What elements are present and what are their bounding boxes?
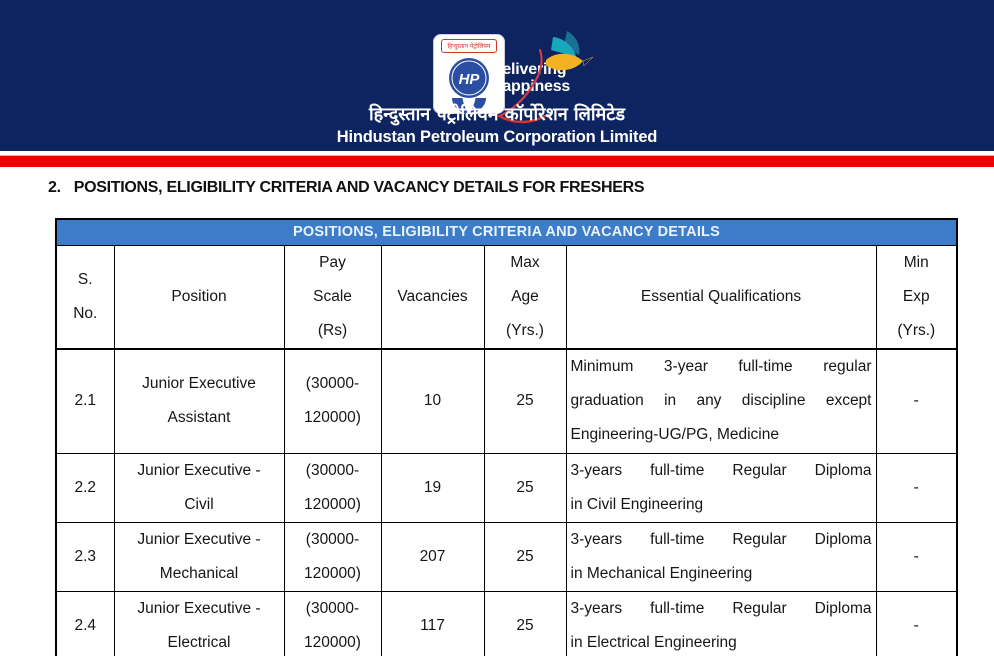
vacancy-table-wrap: POSITIONS, ELIGIBILITY CRITERIA AND VACA… [55,218,958,656]
col-header-qualifications: Essential Qualifications [565,244,877,350]
cell-vacancies: 10 [380,348,485,454]
cell-position: Junior Executive - Civil [113,453,285,523]
cell-max-age: 25 [483,453,567,523]
red-swoosh [499,49,543,117]
cell-position: Junior Executive - Electrical [113,591,285,656]
col-header-position: Position [113,244,285,350]
cell-pay-scale: (30000- 120000) [283,348,382,454]
smile-arc [497,114,547,124]
cell-position: Junior Executive - Mechanical [113,522,285,592]
cell-sno: 2.4 [55,591,115,656]
cell-qualification: 3-years full-time Regular Diploma in Civ… [565,453,877,523]
table-row: 2.3 Junior Executive - Mechanical (30000… [55,522,958,592]
section-heading: 2. POSITIONS, ELIGIBILITY CRITERIA AND V… [48,179,948,197]
vacancy-table: POSITIONS, ELIGIBILITY CRITERIA AND VACA… [55,218,958,656]
table-title-row: POSITIONS, ELIGIBILITY CRITERIA AND VACA… [55,218,958,246]
hp-logo: हिन्दुस्तान पेट्रोलियम HP [433,34,505,115]
org-name-english: Hindustan Petroleum Corporation Limited [336,128,658,146]
cell-min-exp: - [875,348,958,454]
cell-max-age: 25 [483,348,567,454]
cell-vacancies: 117 [380,591,485,656]
red-divider-bar [0,155,994,167]
hp-logo-letters: HP [459,71,481,88]
cell-qualification: 3-years full-time Regular Diploma in Ele… [565,591,877,656]
cell-max-age: 25 [483,591,567,656]
org-name-hindi: हिन्दुस्तान पेट्रोलियम कॉर्पोरेशन लिमिटे… [368,104,626,125]
hp-logo-strip: हिन्दुस्तान पेट्रोलियम [441,39,497,53]
section-title: POSITIONS, ELIGIBILITY CRITERIA AND VACA… [73,179,645,196]
cell-max-age: 25 [483,522,567,592]
hummingbird-icon [546,31,594,71]
cell-pay-scale: (30000- 120000) [283,591,382,656]
cell-qualification: 3-years full-time Regular Diploma in Mec… [565,522,877,592]
cell-pay-scale: (30000- 120000) [283,522,382,592]
cell-sno: 2.3 [55,522,115,592]
table-header-row: S. No. Position Pay Scale (Rs) Vacancies… [55,244,958,350]
cell-sno: 2.2 [55,453,115,523]
cell-vacancies: 19 [380,453,485,523]
col-header-min-exp: Min Exp (Yrs.) [875,244,958,350]
table-row: 2.1 Junior Executive Assistant (30000- 1… [55,348,958,454]
col-header-max-age: Max Age (Yrs.) [483,244,567,350]
hp-logo-emblem: HP [449,58,489,115]
brand-block: हिन्दुस्तान पेट्रोलियम HP Delivering Hap… [0,0,994,151]
cell-min-exp: - [875,591,958,656]
table-title: POSITIONS, ELIGIBILITY CRITERIA AND VACA… [55,218,958,246]
cell-min-exp: - [875,522,958,592]
cell-pay-scale: (30000- 120000) [283,453,382,523]
cell-vacancies: 207 [380,522,485,592]
cell-min-exp: - [875,453,958,523]
table-row: 2.4 Junior Executive - Electrical (30000… [55,591,958,656]
col-header-vacancies: Vacancies [380,244,485,350]
cell-sno: 2.1 [55,348,115,454]
header-band: हिन्दुस्तान पेट्रोलियम HP Delivering Hap… [0,0,994,151]
table-row: 2.2 Junior Executive - Civil (30000- 120… [55,453,958,523]
section-number: 2. [48,179,61,196]
cell-position: Junior Executive Assistant [113,348,285,454]
col-header-sno: S. No. [55,244,115,350]
tagline-line2: Happiness [491,78,571,95]
col-header-pay-scale: Pay Scale (Rs) [283,244,382,350]
cell-qualification: Minimum 3-year full-time regular graduat… [565,348,877,454]
